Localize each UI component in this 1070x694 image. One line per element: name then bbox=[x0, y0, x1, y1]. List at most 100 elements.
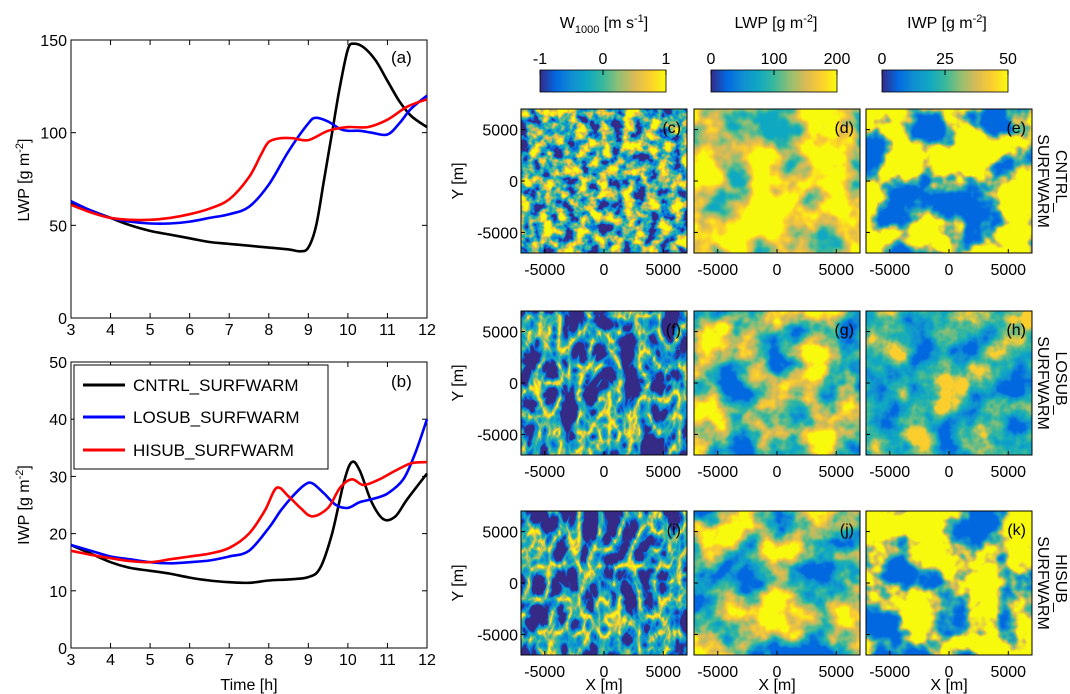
legend-label-cntrl: CNTRL_SURFWARM bbox=[133, 376, 299, 395]
y-tick-label-b: 10 bbox=[49, 584, 67, 601]
map-x-tick-label: 5000 bbox=[645, 664, 681, 681]
map-x-tick-label: -5000 bbox=[697, 464, 738, 481]
map-x-tick-label: 0 bbox=[773, 262, 782, 279]
row-label: HISUB_SURFWARM bbox=[1034, 536, 1069, 630]
y-tick-label-b: 50 bbox=[49, 355, 67, 372]
axis-ticks-a: 3 4 5 6 7 8 9 10 11 12 0 50 100 150 bbox=[40, 33, 436, 339]
map-x-tick-label: -5000 bbox=[869, 664, 910, 681]
map-panel-label: (h) bbox=[1006, 322, 1026, 339]
map-texture bbox=[521, 109, 687, 253]
colorbar-title-lwp: LWP [g m-2] bbox=[735, 13, 818, 32]
x-tick-label-b: 3 bbox=[67, 652, 76, 669]
panel-label-a: (a) bbox=[391, 48, 412, 67]
x-tick-label-a: 11 bbox=[379, 322, 396, 339]
map-y-tick-label: 0 bbox=[509, 376, 518, 393]
colorbar-tick-label-lwp: 0 bbox=[707, 51, 716, 68]
map-y-tick-label: 5000 bbox=[482, 325, 518, 342]
colorbar-tick-label-iwp: 0 bbox=[878, 51, 887, 68]
map-y-tick-label: -5000 bbox=[477, 627, 518, 644]
map-panel-label: (e) bbox=[1006, 120, 1026, 137]
map-texture bbox=[694, 109, 860, 253]
map-x-tick-label: 5000 bbox=[818, 464, 854, 481]
y-tick-label-b: 20 bbox=[49, 527, 67, 544]
x-tick-label-a: 5 bbox=[146, 322, 155, 339]
x-tick-label-b: 5 bbox=[146, 652, 155, 669]
colorbar-w1000: W1000 [m s-1] -1 0 1 bbox=[533, 13, 671, 93]
map-texture bbox=[694, 511, 860, 655]
y-tick-label-b: 40 bbox=[49, 412, 67, 429]
row-label-line1: HISUB_ bbox=[1052, 554, 1069, 613]
map-x-tick-label: 5000 bbox=[818, 262, 854, 279]
map-x-axis-label: X [m] bbox=[930, 677, 967, 694]
row-label-line2: SURFWARM bbox=[1034, 336, 1051, 430]
map-x-tick-label: 0 bbox=[600, 262, 609, 279]
map-x-tick-label: -5000 bbox=[524, 262, 565, 279]
x-tick-label-b: 4 bbox=[106, 652, 115, 669]
row-labels: CNTRL_SURFWARMLOSUB_SURFWARMHISUB_SURFWA… bbox=[1034, 134, 1069, 630]
y-tick-label-a: 0 bbox=[58, 311, 67, 328]
colorbar-ticks-lwp: 0 100 200 bbox=[707, 51, 851, 75]
map-texture bbox=[866, 109, 1032, 253]
map-panel: (e) -5000 0 5000 bbox=[865, 108, 1033, 279]
map-x-tick-label: 5000 bbox=[990, 262, 1026, 279]
map-y-tick-label: 0 bbox=[509, 174, 518, 191]
line-chart-b: 3 4 5 6 7 8 9 10 11 12 0 10 20 30 40 50 (b) Time [h] IW… bbox=[14, 355, 436, 694]
map-panel-label: (g) bbox=[834, 322, 854, 339]
x-tick-label-b: 7 bbox=[225, 652, 234, 669]
map-panel-label: (c) bbox=[662, 120, 681, 137]
x-tick-label-a: 3 bbox=[67, 322, 76, 339]
map-panel: (j) -5000 0 5000 bbox=[693, 510, 861, 681]
y-tick-label-b: 30 bbox=[49, 469, 67, 486]
y-axis-label-b: IWP [g m-2] bbox=[14, 465, 33, 545]
map-x-tick-label: 0 bbox=[945, 262, 954, 279]
colorbar-tick-label-lwp: 200 bbox=[824, 51, 851, 68]
map-panel: (d) -5000 0 5000 bbox=[693, 108, 861, 279]
axis-ticks-b: 3 4 5 6 7 8 9 10 11 12 0 10 20 30 40 50 bbox=[49, 355, 436, 669]
series-group-a bbox=[70, 42, 428, 253]
colorbar-tick-label-iwp: 25 bbox=[936, 51, 954, 68]
map-x-tick-label: -5000 bbox=[697, 262, 738, 279]
y-tick-label-b: 0 bbox=[58, 641, 67, 658]
map-x-tick-label: 5000 bbox=[645, 262, 681, 279]
map-panel: (c) -5000 0 5000 5000 0 -5000 bbox=[477, 108, 688, 279]
map-x-tick-label: -5000 bbox=[869, 464, 910, 481]
row-label-line1: LOSUB_ bbox=[1052, 351, 1069, 415]
series-line-hisub-a bbox=[70, 98, 428, 222]
map-panel: (h) -5000 0 5000 bbox=[865, 310, 1033, 481]
map-texture bbox=[521, 311, 687, 455]
y-tick-label-a: 100 bbox=[40, 126, 67, 143]
map-panel: (g) -5000 0 5000 bbox=[693, 310, 861, 481]
x-tick-label-b: 10 bbox=[339, 652, 357, 669]
series-group-b bbox=[70, 418, 429, 585]
x-tick-label-b: 8 bbox=[264, 652, 273, 669]
row-label: CNTRL_SURFWARM bbox=[1034, 134, 1069, 228]
colorbar-tick-label-w1000: 1 bbox=[662, 51, 671, 68]
map-y-axis-label: Y [m] bbox=[450, 162, 467, 199]
colorbar-tick-label-w1000: -1 bbox=[533, 51, 547, 68]
map-x-tick-label: 0 bbox=[945, 464, 954, 481]
map-x-tick-label: 0 bbox=[600, 664, 609, 681]
map-x-tick-label: -5000 bbox=[697, 664, 738, 681]
row-label-line2: SURFWARM bbox=[1034, 134, 1051, 228]
map-panel-grid: (c) -5000 0 5000 5000 0 -5000 (d) -5000 0 5000 (e) -… bbox=[477, 108, 1033, 681]
map-x-axis-label: X [m] bbox=[585, 677, 622, 694]
map-x-tick-label: -5000 bbox=[869, 262, 910, 279]
row-label: LOSUB_SURFWARM bbox=[1034, 336, 1069, 430]
map-y-axis-label: Y [m] bbox=[450, 564, 467, 601]
series-line-hisub-b bbox=[70, 460, 428, 564]
colorbar-title-w1000: W1000 [m s-1] bbox=[560, 13, 649, 36]
map-x-tick-label: 5000 bbox=[990, 664, 1026, 681]
x-tick-label-a: 9 bbox=[304, 322, 313, 339]
map-y-tick-label: 0 bbox=[509, 576, 518, 593]
line-chart-a: 3 4 5 6 7 8 9 10 11 12 0 50 100 150 (a) LWP [g m-2] bbox=[14, 33, 436, 339]
series-line-losub-a bbox=[70, 94, 428, 226]
legend-label-hisub: HISUB_SURFWARM bbox=[133, 441, 294, 460]
map-x-tick-label: 5000 bbox=[990, 464, 1026, 481]
x-tick-label-b: 9 bbox=[304, 652, 313, 669]
x-axis-label-b: Time [h] bbox=[220, 677, 277, 694]
x-tick-label-a: 4 bbox=[106, 322, 115, 339]
x-tick-label-b: 6 bbox=[185, 652, 194, 669]
row-label-line1: CNTRL_ bbox=[1052, 150, 1069, 213]
y-axis-label-a: LWP [g m-2] bbox=[14, 139, 33, 222]
